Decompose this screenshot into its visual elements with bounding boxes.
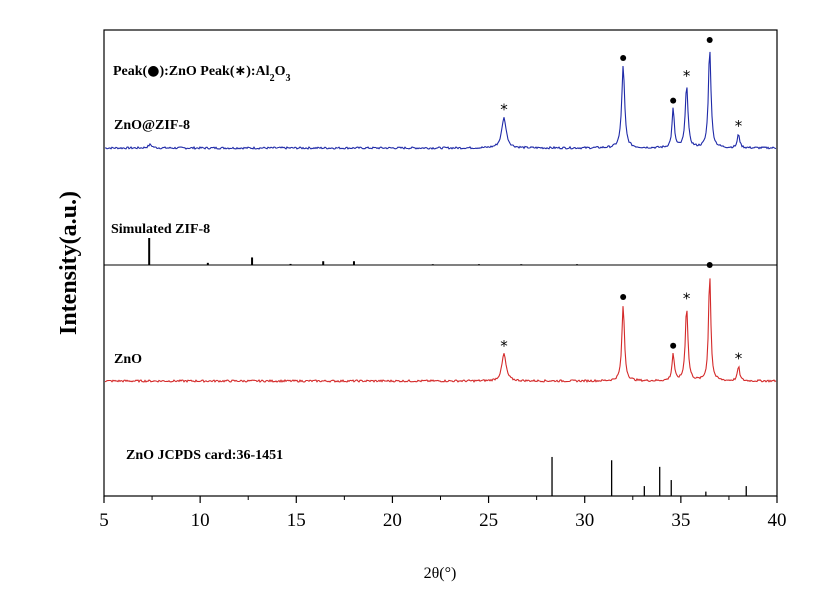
zno-peak-marker — [706, 262, 713, 268]
zno-peak-marker — [620, 294, 627, 300]
al2o3-peak-marker: * — [683, 67, 691, 85]
al2o3-peak-marker: * — [735, 117, 743, 135]
x-tick-label: 15 — [287, 510, 306, 531]
zno-peak-marker — [706, 36, 713, 43]
peak-legend: Peak(●):ZnO Peak(∗):Al2O3 — [113, 63, 290, 84]
label-zno-jcpds: ZnO JCPDS card:36-1451 — [126, 448, 283, 463]
zno-peak-marker — [670, 97, 677, 104]
x-axis-title: 2θ(°) — [424, 565, 457, 582]
al2o3-peak-marker: * — [500, 101, 508, 119]
x-tick-label: 10 — [191, 510, 210, 531]
pattern-zno — [104, 278, 777, 383]
label-simulated-zif8: Simulated ZIF-8 — [111, 222, 210, 237]
pattern-zno-zif-8 — [104, 51, 777, 150]
x-tick-label: 25 — [479, 510, 498, 531]
marker-layer: * * * * * * — [500, 36, 743, 368]
legend-zno: ):ZnO Peak( — [159, 64, 234, 79]
legend-sub2: 3 — [285, 73, 290, 84]
zno-peak-marker — [620, 55, 627, 61]
x-tick-label: 30 — [575, 510, 594, 531]
trace-layer — [104, 51, 777, 497]
x-axis: 5 10 15 20 25 30 35 40 — [99, 496, 787, 531]
y-axis-title: Intensity(a.u.) — [56, 191, 82, 335]
zno-peak-marker — [670, 342, 677, 349]
legend-o: O — [275, 64, 286, 79]
x-tick-label: 5 — [99, 510, 109, 531]
dot-glyph: ● — [147, 63, 159, 79]
al2o3-peak-marker: * — [735, 350, 743, 368]
legend-prefix: Peak( — [113, 64, 148, 79]
al2o3-peak-marker: * — [500, 337, 508, 355]
al2o3-peak-marker: * — [683, 290, 691, 308]
legend-al: ):Al — [246, 64, 269, 79]
x-tick-label: 40 — [768, 510, 787, 531]
label-zno: ZnO — [114, 352, 142, 367]
label-zno-zif8: ZnO@ZIF-8 — [114, 118, 190, 133]
x-tick-label: 20 — [383, 510, 402, 531]
legend-sub1: 2 — [270, 73, 275, 84]
x-tick-label: 35 — [671, 510, 690, 531]
star-glyph: ∗ — [235, 63, 247, 79]
